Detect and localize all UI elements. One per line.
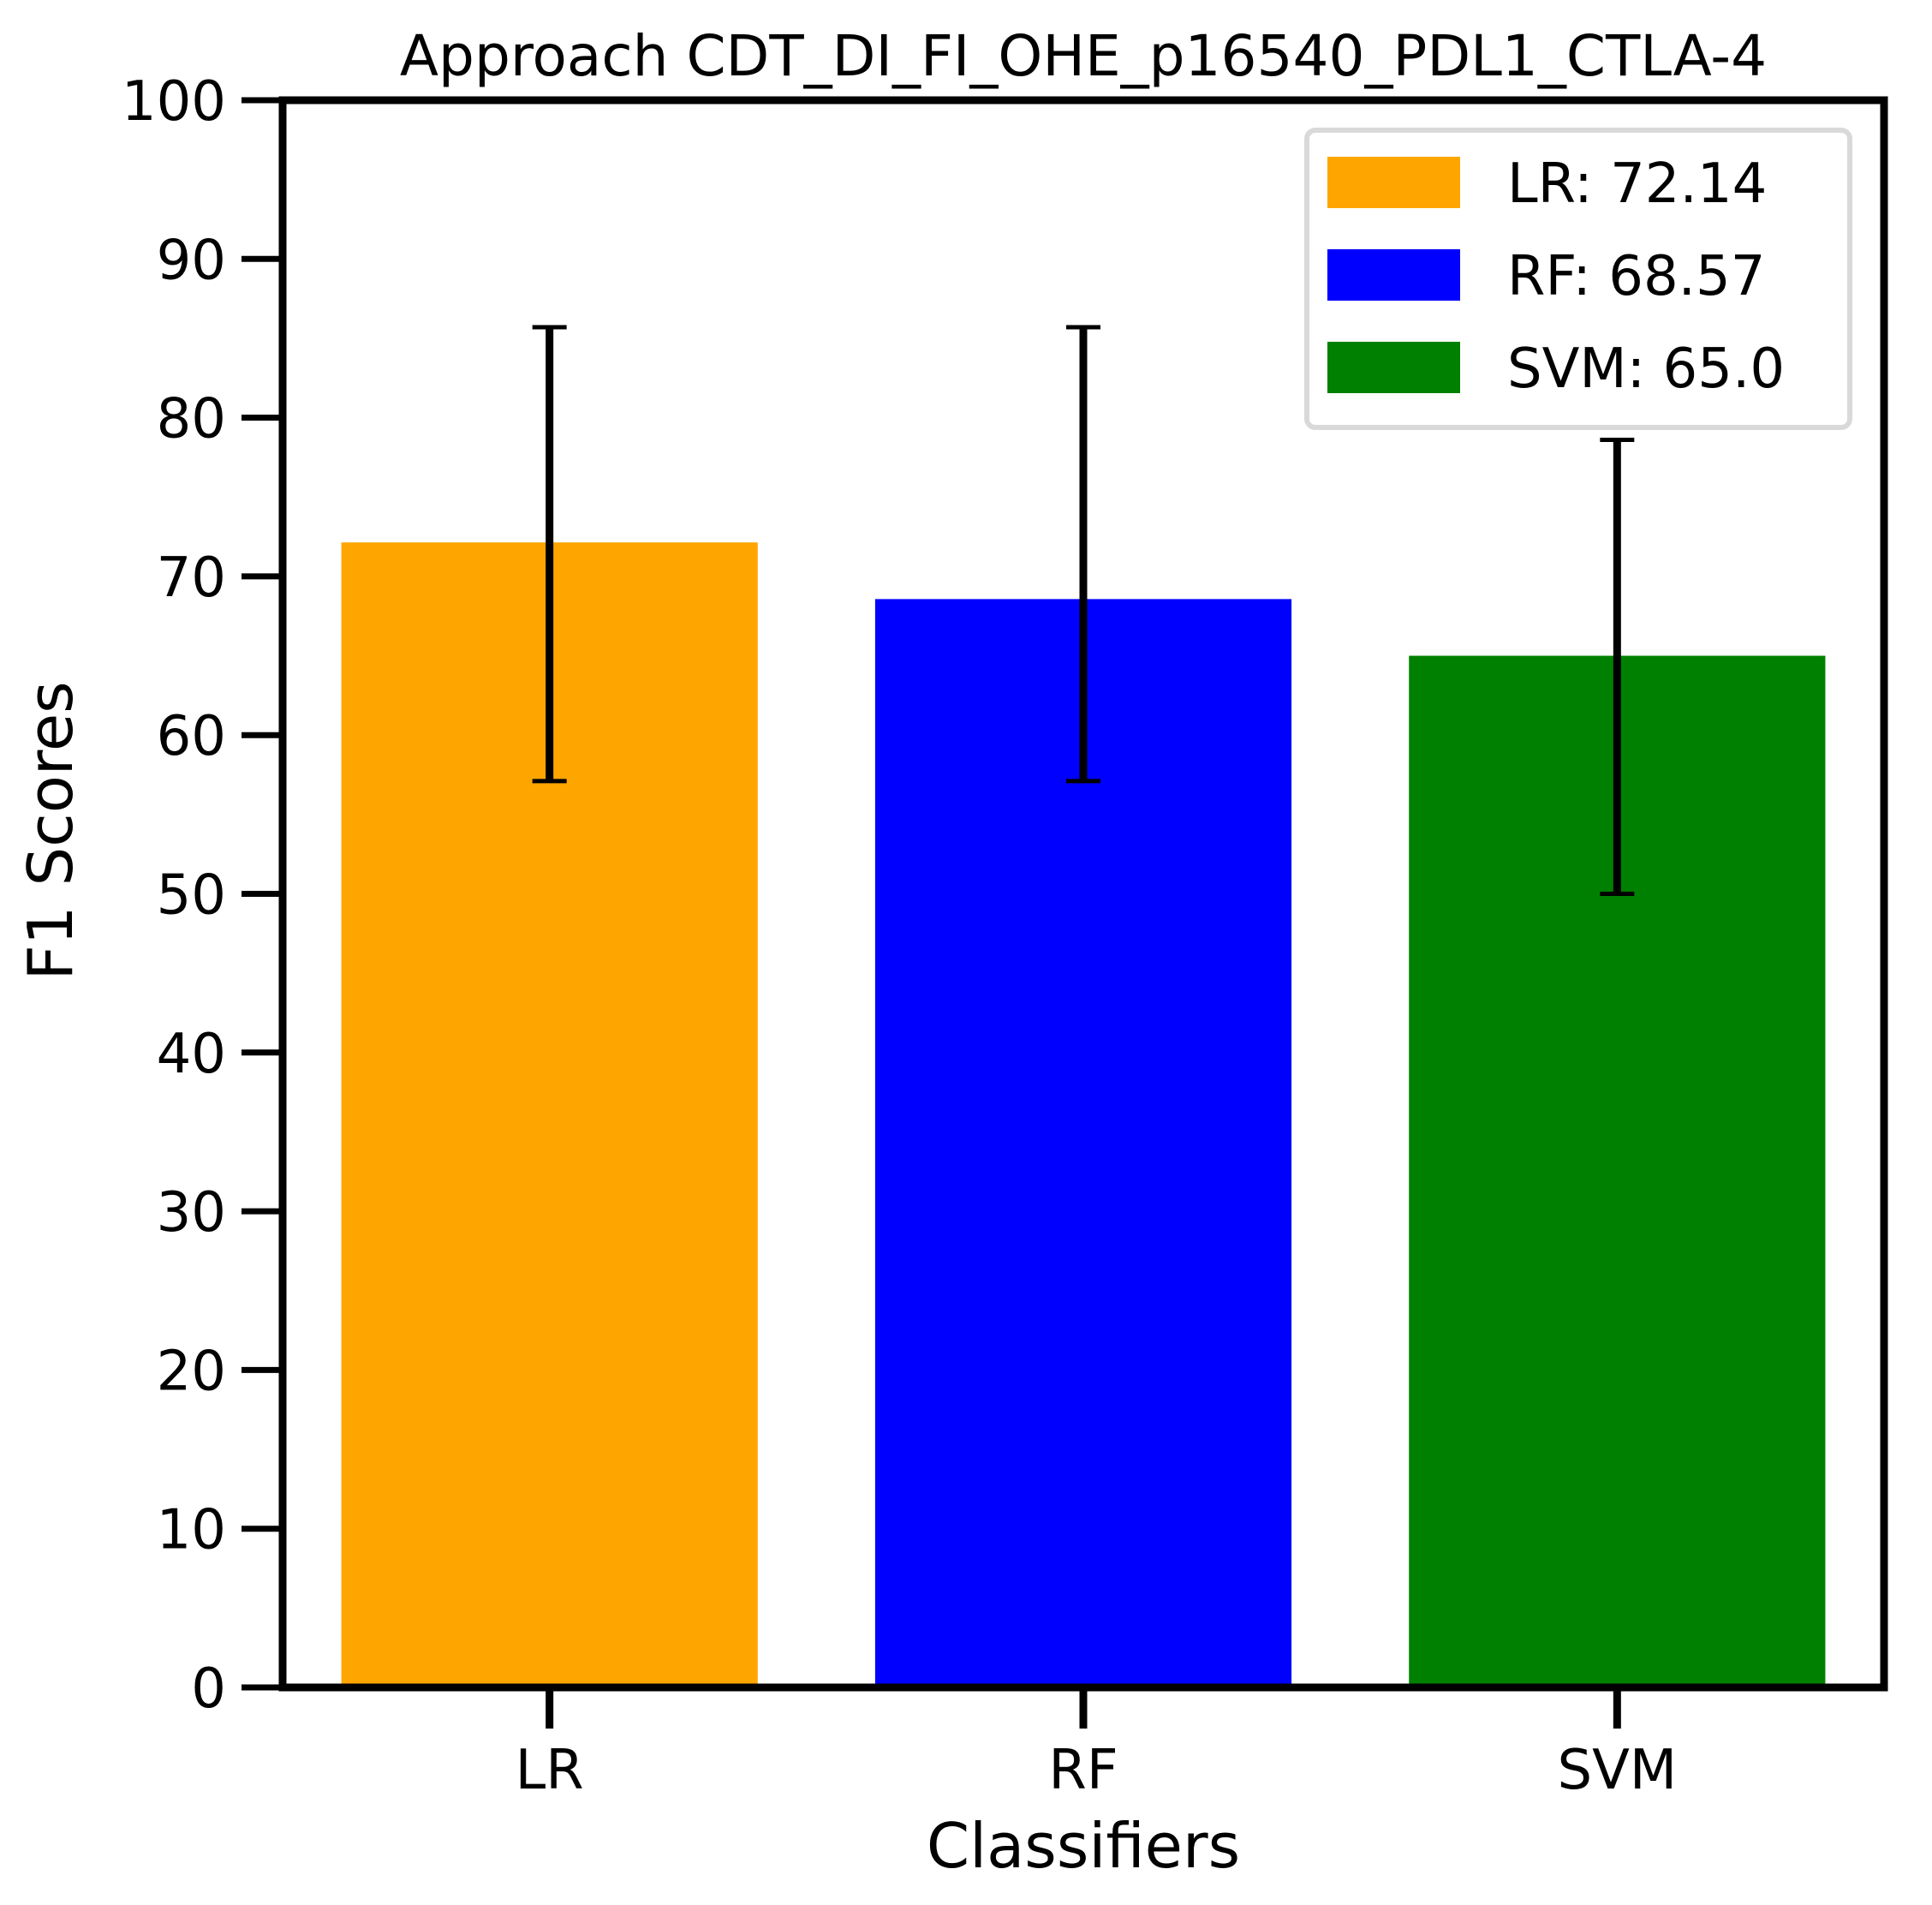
legend-swatch-rf	[1327, 249, 1460, 301]
y-axis-label: F1 Scores	[15, 681, 86, 980]
y-tick-label-0: 0	[191, 1657, 226, 1721]
y-tick-label-40: 40	[157, 1023, 226, 1086]
legend-label-lr: LR: 72.14	[1507, 152, 1767, 216]
y-tick-label-100: 100	[122, 70, 226, 134]
legend-swatch-lr	[1327, 157, 1460, 208]
y-tick-label-70: 70	[157, 546, 226, 610]
x-tick-label-svm: SVM	[1558, 1739, 1678, 1802]
y-tick-label-10: 10	[157, 1499, 226, 1562]
x-axis-label: Classifiers	[927, 1810, 1240, 1882]
legend: LR: 72.14 RF: 68.57 SVM: 65.0	[1304, 128, 1852, 430]
x-tick-label-lr: LR	[516, 1739, 584, 1802]
plot-frame	[278, 96, 1888, 1692]
y-tick-label-60: 60	[157, 705, 226, 768]
x-tick-label-rf: RF	[1048, 1739, 1118, 1802]
legend-swatch-svm	[1327, 342, 1460, 393]
y-tick-label-80: 80	[157, 388, 226, 451]
legend-label-svm: SVM: 65.0	[1507, 337, 1785, 401]
chart-title: Approach CDT_DI_FI_OHE_p16540_PDL1_CTLA-…	[400, 23, 1767, 89]
error-bars-layer	[532, 325, 1635, 896]
y-tick-label-30: 30	[157, 1181, 226, 1245]
y-tick-label-50: 50	[157, 864, 226, 928]
y-tick-label-20: 20	[157, 1340, 226, 1403]
y-tick-label-90: 90	[157, 229, 226, 292]
axes-layer: LR RF SVM 0 10 20 30 40 50 60 70 80 90 100	[122, 70, 1888, 1802]
legend-label-rf: RF: 68.57	[1507, 245, 1765, 308]
